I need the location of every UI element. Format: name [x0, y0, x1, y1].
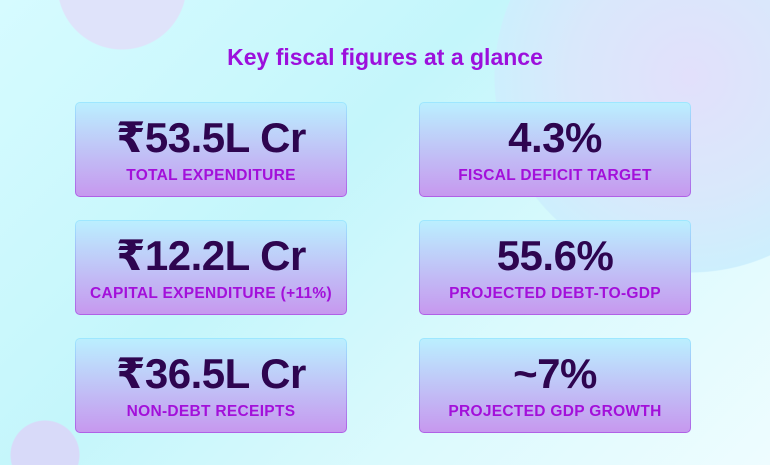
stat-label: PROJECTED DEBT-TO-GDP: [449, 285, 661, 302]
stat-card-gdp-growth: ~7% PROJECTED GDP GROWTH: [419, 338, 691, 433]
page-title: Key fiscal figures at a glance: [227, 44, 543, 70]
stat-card-fiscal-deficit: 4.3% FISCAL DEFICIT TARGET: [419, 102, 691, 197]
stat-label: CAPITAL EXPENDITURE (+11%): [90, 285, 332, 302]
stat-value: ₹36.5L Cr: [116, 350, 306, 397]
stat-value: 55.6%: [496, 232, 614, 279]
stat-value: ₹12.2L Cr: [116, 232, 306, 279]
stat-value: ₹53.5L Cr: [116, 114, 306, 161]
stat-value: 4.3%: [508, 114, 602, 161]
stat-label: FISCAL DEFICIT TARGET: [458, 167, 652, 184]
stat-card-total-expenditure: ₹53.5L Cr TOTAL EXPENDITURE: [75, 102, 347, 197]
stat-card-non-debt-receipts: ₹36.5L Cr NON-DEBT RECEIPTS: [75, 338, 347, 433]
stat-value: ~7%: [513, 350, 597, 397]
stat-label: PROJECTED GDP GROWTH: [448, 403, 662, 420]
stat-label: TOTAL EXPENDITURE: [126, 167, 296, 184]
stat-card-capital-expenditure: ₹12.2L Cr CAPITAL EXPENDITURE (+11%): [75, 220, 347, 315]
stat-label: NON-DEBT RECEIPTS: [126, 403, 296, 420]
stat-card-debt-to-gdp: 55.6% PROJECTED DEBT-TO-GDP: [419, 220, 691, 315]
